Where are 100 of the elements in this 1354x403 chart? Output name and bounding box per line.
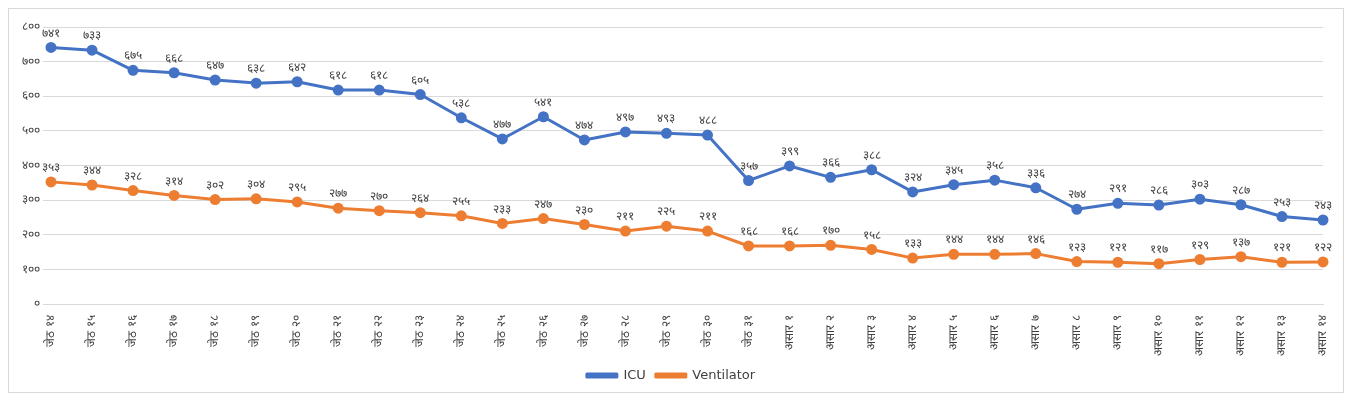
data-label: ४८८ xyxy=(698,113,717,128)
x-tick-label: जेठ २८ xyxy=(617,315,632,348)
data-label: १२३ xyxy=(1067,239,1086,254)
x-tick-label: असार १ xyxy=(781,315,796,351)
point xyxy=(455,210,467,222)
point xyxy=(291,76,303,88)
data-label: १४४ xyxy=(944,232,963,247)
point xyxy=(127,185,139,197)
y-tick-label: ५०० xyxy=(22,123,40,138)
point xyxy=(784,240,796,252)
data-label: १४४ xyxy=(985,232,1004,247)
point xyxy=(168,67,180,79)
x-tick-label: असार २ xyxy=(822,315,837,351)
x-tick-label: जेठ २२ xyxy=(371,315,386,348)
point xyxy=(907,252,919,264)
x-tick-label: जेठ २४ xyxy=(453,315,468,348)
data-label: ३०२ xyxy=(206,177,225,192)
point xyxy=(1071,256,1083,268)
data-label: ३०३ xyxy=(1190,177,1209,192)
point xyxy=(866,243,878,255)
point xyxy=(743,174,755,186)
data-label: २११ xyxy=(616,209,635,224)
x-tick-label: जेठ २५ xyxy=(494,315,509,348)
data-label: ३५७ xyxy=(739,158,758,173)
y-tick-label: ४०० xyxy=(22,157,40,172)
point xyxy=(86,44,98,56)
point xyxy=(1194,253,1206,265)
data-label: २७७ xyxy=(329,186,348,201)
point xyxy=(825,239,837,251)
point xyxy=(291,196,303,208)
x-tick-label: असार ११ xyxy=(1192,315,1207,357)
point xyxy=(496,217,508,229)
y-tick-label: ८०० xyxy=(22,19,40,34)
point xyxy=(1112,256,1124,268)
x-tick-label: असार ६ xyxy=(986,315,1001,351)
data-label: २४३ xyxy=(1314,198,1332,213)
data-label: १६८ xyxy=(739,224,758,239)
x-tick-label: जेठ २० xyxy=(289,315,304,348)
data-label: १३३ xyxy=(903,236,922,251)
data-label: ३३६ xyxy=(1026,165,1045,180)
data-label: २९५ xyxy=(288,180,307,195)
data-label: ३२४ xyxy=(903,170,922,185)
data-label: १४६ xyxy=(1026,231,1045,246)
data-label: ६४२ xyxy=(288,59,307,74)
data-label: ३२८ xyxy=(124,168,143,183)
point xyxy=(250,77,262,89)
data-label: ६७५ xyxy=(124,48,143,63)
x-tick-label: जेठ १५ xyxy=(84,315,99,348)
x-tick-label: जेठ ३१ xyxy=(740,315,755,348)
data-label: १२१ xyxy=(1108,240,1127,255)
data-label: २२५ xyxy=(657,204,676,219)
data-label: १२२ xyxy=(1314,240,1332,255)
data-label: २३० xyxy=(575,202,594,217)
point xyxy=(1153,258,1165,270)
data-label: १७० xyxy=(821,223,840,238)
point xyxy=(45,176,57,188)
point xyxy=(1071,203,1083,215)
x-tick-label: जेठ २१ xyxy=(330,315,345,348)
point xyxy=(168,189,180,201)
data-label: ३०४ xyxy=(247,176,266,191)
point xyxy=(496,133,508,145)
point xyxy=(45,41,57,53)
data-label: ४७४ xyxy=(575,118,594,133)
point xyxy=(332,84,344,96)
point xyxy=(1194,193,1206,205)
point xyxy=(537,213,549,225)
data-label: ३६६ xyxy=(821,155,840,170)
data-label: ३५३ xyxy=(42,160,60,174)
point xyxy=(784,160,796,172)
x-tick-label: असार ४ xyxy=(904,315,919,351)
x-tick-label: असार ३ xyxy=(863,315,878,351)
point xyxy=(1235,251,1247,263)
point xyxy=(455,112,467,124)
data-label: २४७ xyxy=(534,196,553,211)
point xyxy=(619,126,631,138)
legend-label: Ventilator xyxy=(692,366,756,382)
data-label: ६०५ xyxy=(411,72,430,87)
point xyxy=(989,248,1001,260)
point xyxy=(702,225,714,237)
legend-label: ICU xyxy=(623,366,646,382)
x-tick-label: जेठ ३० xyxy=(699,315,714,348)
x-tick-label: असार १४ xyxy=(1315,315,1330,357)
x-tick-label: असार ८ xyxy=(1068,315,1083,351)
x-tick-label: जेठ १४ xyxy=(43,315,58,348)
y-tick-label: १०० xyxy=(22,261,40,276)
point xyxy=(907,186,919,198)
data-label: ३४४ xyxy=(83,163,102,178)
x-tick-label: असार १२ xyxy=(1233,315,1248,357)
data-label: १३७ xyxy=(1231,234,1250,249)
data-label: २७४ xyxy=(1067,187,1086,202)
x-tick-label: असार ७ xyxy=(1027,315,1042,351)
point xyxy=(1276,211,1288,223)
data-label: ४९३ xyxy=(657,111,676,126)
point xyxy=(414,89,426,101)
data-label: २८६ xyxy=(1149,183,1168,198)
point xyxy=(702,129,714,141)
data-label: ३५८ xyxy=(985,158,1004,173)
data-label: २९१ xyxy=(1108,181,1127,196)
data-label: ११७ xyxy=(1149,241,1168,256)
point xyxy=(537,111,549,123)
